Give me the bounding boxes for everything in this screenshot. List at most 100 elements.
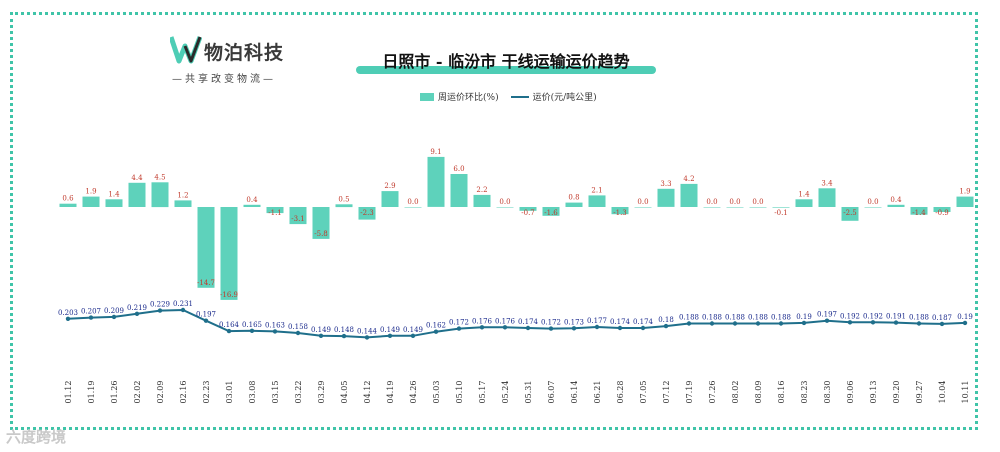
bar-label-07.26: 0.0 [706, 198, 717, 206]
rate-point-07.12 [663, 323, 669, 329]
rate-label-05.24: 0.176 [495, 317, 516, 325]
rate-label-05.03: 0.162 [426, 322, 446, 330]
rate-label-06.21: 0.177 [587, 317, 607, 325]
rate-point-05.24 [502, 325, 508, 330]
rate-label-02.16: 0.231 [173, 300, 193, 308]
bar-label-06.07: -1.6 [544, 209, 558, 217]
rate-point-06.28 [617, 325, 623, 331]
chart-frame [10, 12, 978, 430]
bar-label-09.06: -2.5 [843, 209, 857, 217]
legend-line-label: 运价(元/吨公里) [532, 93, 597, 103]
bar-02.09 [151, 182, 169, 208]
x-tick-05.10: 05.10 [455, 381, 464, 404]
rate-point-08.09 [755, 321, 761, 326]
bar-label-08.30: 3.4 [821, 179, 833, 187]
bar-label-03.08: 0.4 [246, 196, 258, 204]
x-tick-09.20: 09.20 [892, 381, 901, 404]
x-tick-07.12: 07.12 [662, 381, 671, 404]
rate-point-03.01 [226, 328, 232, 334]
bar-label-08.09: 0.0 [752, 198, 763, 206]
rate-point-08.02 [732, 321, 738, 326]
bar-08.02 [726, 207, 744, 208]
rate-point-02.23 [203, 318, 209, 323]
rate-label-01.19: 0.207 [81, 308, 101, 316]
bar-01.26 [105, 199, 123, 207]
rate-label-10.04: 0.187 [932, 314, 952, 322]
rate-label-02.23: 0.197 [196, 311, 216, 319]
bar-label-05.10: 6.0 [453, 165, 464, 173]
bar-06.28 [611, 207, 629, 215]
x-tick-08.30: 08.30 [823, 381, 832, 404]
rate-point-04.26 [410, 333, 416, 338]
bar-06.21 [588, 195, 606, 207]
bar-label-09.27: -1.4 [912, 209, 926, 217]
rate-point-04.12 [364, 335, 370, 340]
rate-label-06.14: 0.173 [564, 318, 584, 326]
bar-label-04.12: -2.3 [360, 209, 374, 217]
x-tick-07.05: 07.05 [639, 381, 648, 404]
rate-point-02.16 [180, 307, 186, 313]
rate-label-04.19: 0.149 [380, 326, 400, 334]
bar-label-08.16: -0.1 [774, 209, 788, 217]
rate-label-03.29: 0.149 [311, 326, 331, 334]
bar-label-05.17: 2.2 [476, 186, 487, 194]
bar-label-10.04: -0.9 [935, 209, 949, 217]
bar-08.23 [795, 199, 813, 207]
bar-10.04 [933, 207, 951, 212]
bar-label-07.19: 4.2 [683, 175, 694, 183]
bar-01.12 [59, 203, 77, 207]
rate-point-06.14 [571, 326, 577, 331]
x-tick-09.13: 09.13 [869, 381, 878, 404]
rate-point-07.26 [709, 321, 715, 326]
brand-tagline: —共享改变物流— [172, 74, 276, 85]
legend-bar-swatch [420, 92, 434, 101]
bar-08.09 [749, 207, 767, 208]
wubo-w-logo-icon [170, 36, 202, 64]
bar-label-01.26: 1.4 [108, 190, 120, 198]
x-tick-05.03: 05.03 [432, 381, 441, 404]
x-tick-03.08: 03.08 [248, 381, 257, 404]
x-tick-05.17: 05.17 [478, 381, 487, 404]
x-tick-02.09: 02.09 [156, 381, 165, 404]
bar-label-04.26: 0.0 [407, 198, 418, 206]
bar-10.11 [956, 196, 974, 207]
bar-label-06.28: -1.3 [613, 209, 627, 217]
rate-point-01.12 [65, 316, 71, 321]
rate-point-03.22 [295, 330, 301, 336]
rate-point-07.05 [640, 325, 646, 331]
x-tick-09.27: 09.27 [915, 381, 924, 404]
bar-label-02.23: -14.7 [197, 279, 215, 287]
bar-06.07 [542, 207, 560, 216]
bar-label-08.02: 0.0 [729, 198, 740, 206]
bar-07.26 [703, 207, 721, 208]
rate-label-09.06: 0.192 [840, 312, 860, 320]
x-tick-04.26: 04.26 [409, 381, 418, 404]
rate-point-08.16 [778, 321, 784, 326]
x-tick-05.31: 05.31 [524, 381, 533, 404]
bar-label-01.12: 0.6 [62, 195, 74, 203]
chart-title-block: 日照市 - 临汾市 干线运输运价趋势 [356, 48, 656, 78]
x-tick-03.29: 03.29 [317, 381, 326, 404]
bar-label-02.16: 1.2 [177, 191, 188, 199]
rate-label-02.02: 0.219 [127, 304, 147, 312]
rate-label-05.10: 0.172 [449, 319, 469, 327]
title-highlight [356, 66, 656, 74]
x-tick-03.01: 03.01 [225, 381, 234, 404]
chart-legend: 周运价环比(%) 运价(元/吨公里) [420, 90, 597, 104]
rate-label-09.13: 0.192 [863, 312, 883, 320]
rate-label-09.20: 0.191 [886, 313, 906, 321]
rate-point-09.20 [893, 320, 899, 325]
rate-point-10.11 [962, 320, 968, 326]
rate-point-02.09 [157, 308, 163, 313]
bar-label-06.21: 2.1 [591, 186, 602, 194]
bar-05.10 [450, 174, 468, 207]
x-tick-04.12: 04.12 [363, 381, 372, 404]
brand-name: 物泊科技 [204, 42, 285, 64]
bar-09.27 [910, 207, 928, 215]
rate-label-08.16: 0.188 [771, 314, 791, 322]
bar-03.08 [243, 204, 261, 207]
bar-09.20 [887, 204, 905, 207]
rate-label-03.22: 0.158 [288, 323, 308, 331]
rate-point-03.15 [272, 329, 278, 334]
